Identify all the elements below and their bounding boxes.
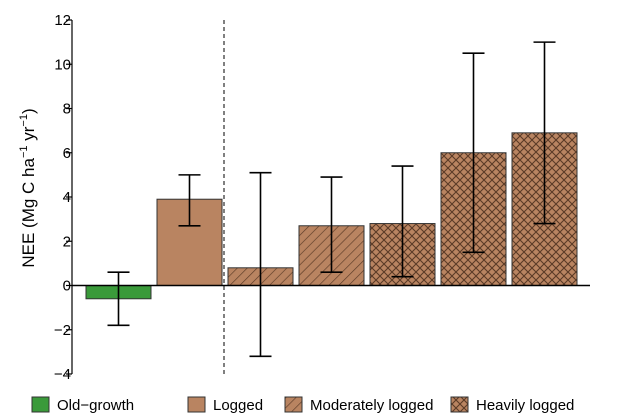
legend-label: Logged	[213, 397, 263, 414]
legend-swatch	[31, 396, 50, 413]
legend: Old−growth Logged Moderately logged Heavily…	[31, 396, 574, 414]
y-tick-label: 10	[54, 56, 71, 73]
legend-item: Old−growth	[31, 396, 134, 414]
legend-swatch	[284, 396, 303, 413]
y-tick-label: 6	[63, 145, 71, 162]
legend-label: Heavily logged	[476, 397, 574, 414]
y-tick-label: −4	[54, 366, 71, 383]
error-bars-group	[107, 41, 556, 358]
legend-swatch	[187, 396, 206, 413]
error-bar	[178, 174, 201, 227]
legend-item: Moderately logged	[284, 396, 433, 414]
error-bar	[462, 52, 485, 254]
legend-item: Logged	[187, 396, 263, 414]
y-tick-label: 12	[54, 12, 71, 29]
y-tick-label: 0	[63, 278, 71, 295]
legend-swatch	[450, 396, 469, 413]
y-axis-title: NEE (Mg C ha−1 yr−1)	[18, 108, 38, 267]
legend-label: Moderately logged	[310, 397, 433, 414]
y-tick-label: −2	[54, 322, 71, 339]
y-tick-label: 4	[63, 189, 71, 206]
error-bar	[391, 165, 414, 278]
y-tick-label: 2	[63, 233, 71, 250]
legend-label: Old−growth	[57, 397, 134, 414]
y-tick-label: 8	[63, 101, 71, 118]
y-axis: −4 −2 0 2 4 6 8 10 12	[54, 12, 73, 383]
error-bar	[107, 271, 130, 327]
error-bar	[533, 41, 556, 225]
error-bar	[320, 176, 343, 274]
legend-item: Heavily logged	[450, 396, 574, 414]
error-bar	[249, 171, 272, 358]
